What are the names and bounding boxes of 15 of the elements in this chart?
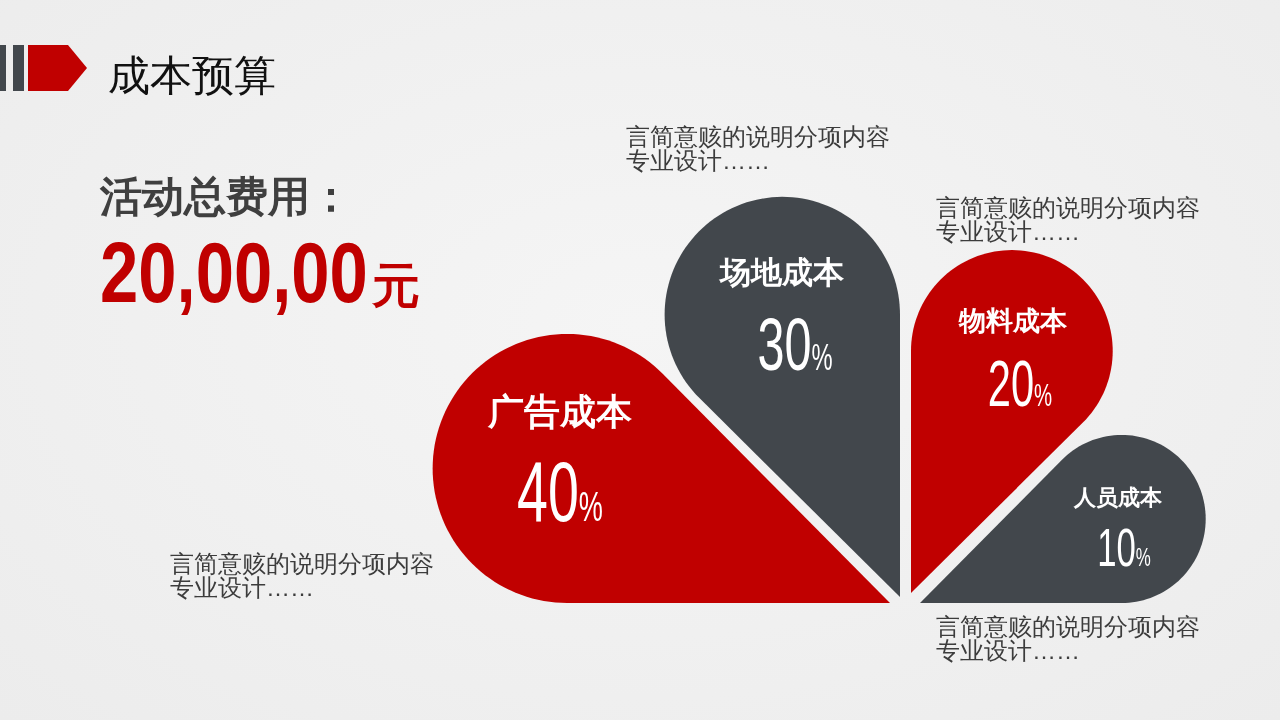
text: 言简意赅的说明分项内容专业设计…… xyxy=(626,123,891,174)
text: 成本预算 xyxy=(108,51,276,99)
text: 言简意赅的说明分项内容专业设计…… xyxy=(936,194,1201,245)
category-label: 物料成本 xyxy=(959,305,1068,336)
data-label: 20% xyxy=(987,348,1053,421)
category-label: 场地成本 xyxy=(720,255,845,291)
text: 言简意赅的说明分项内容专业设计…… xyxy=(170,550,435,601)
data-label: 30% xyxy=(757,301,833,386)
text: 言简意赅的说明分项内容专业设计…… xyxy=(936,613,1201,664)
category-label: 广告成本 xyxy=(488,392,633,433)
data-label: 40% xyxy=(517,444,604,540)
category-label: 人员成本 xyxy=(1073,484,1162,510)
data-label: 10% xyxy=(1097,518,1152,578)
text: 20,00,00元 xyxy=(100,224,420,320)
text: 活动总费用： xyxy=(100,173,352,220)
